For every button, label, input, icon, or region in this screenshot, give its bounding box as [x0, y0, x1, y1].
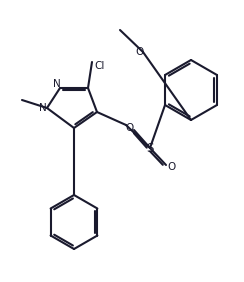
- Text: O: O: [135, 47, 143, 57]
- Text: O: O: [167, 162, 175, 172]
- Text: Cl: Cl: [95, 61, 105, 71]
- Text: O: O: [125, 123, 133, 133]
- Text: N: N: [53, 79, 61, 89]
- Text: N: N: [39, 103, 47, 113]
- Text: S: S: [146, 142, 154, 155]
